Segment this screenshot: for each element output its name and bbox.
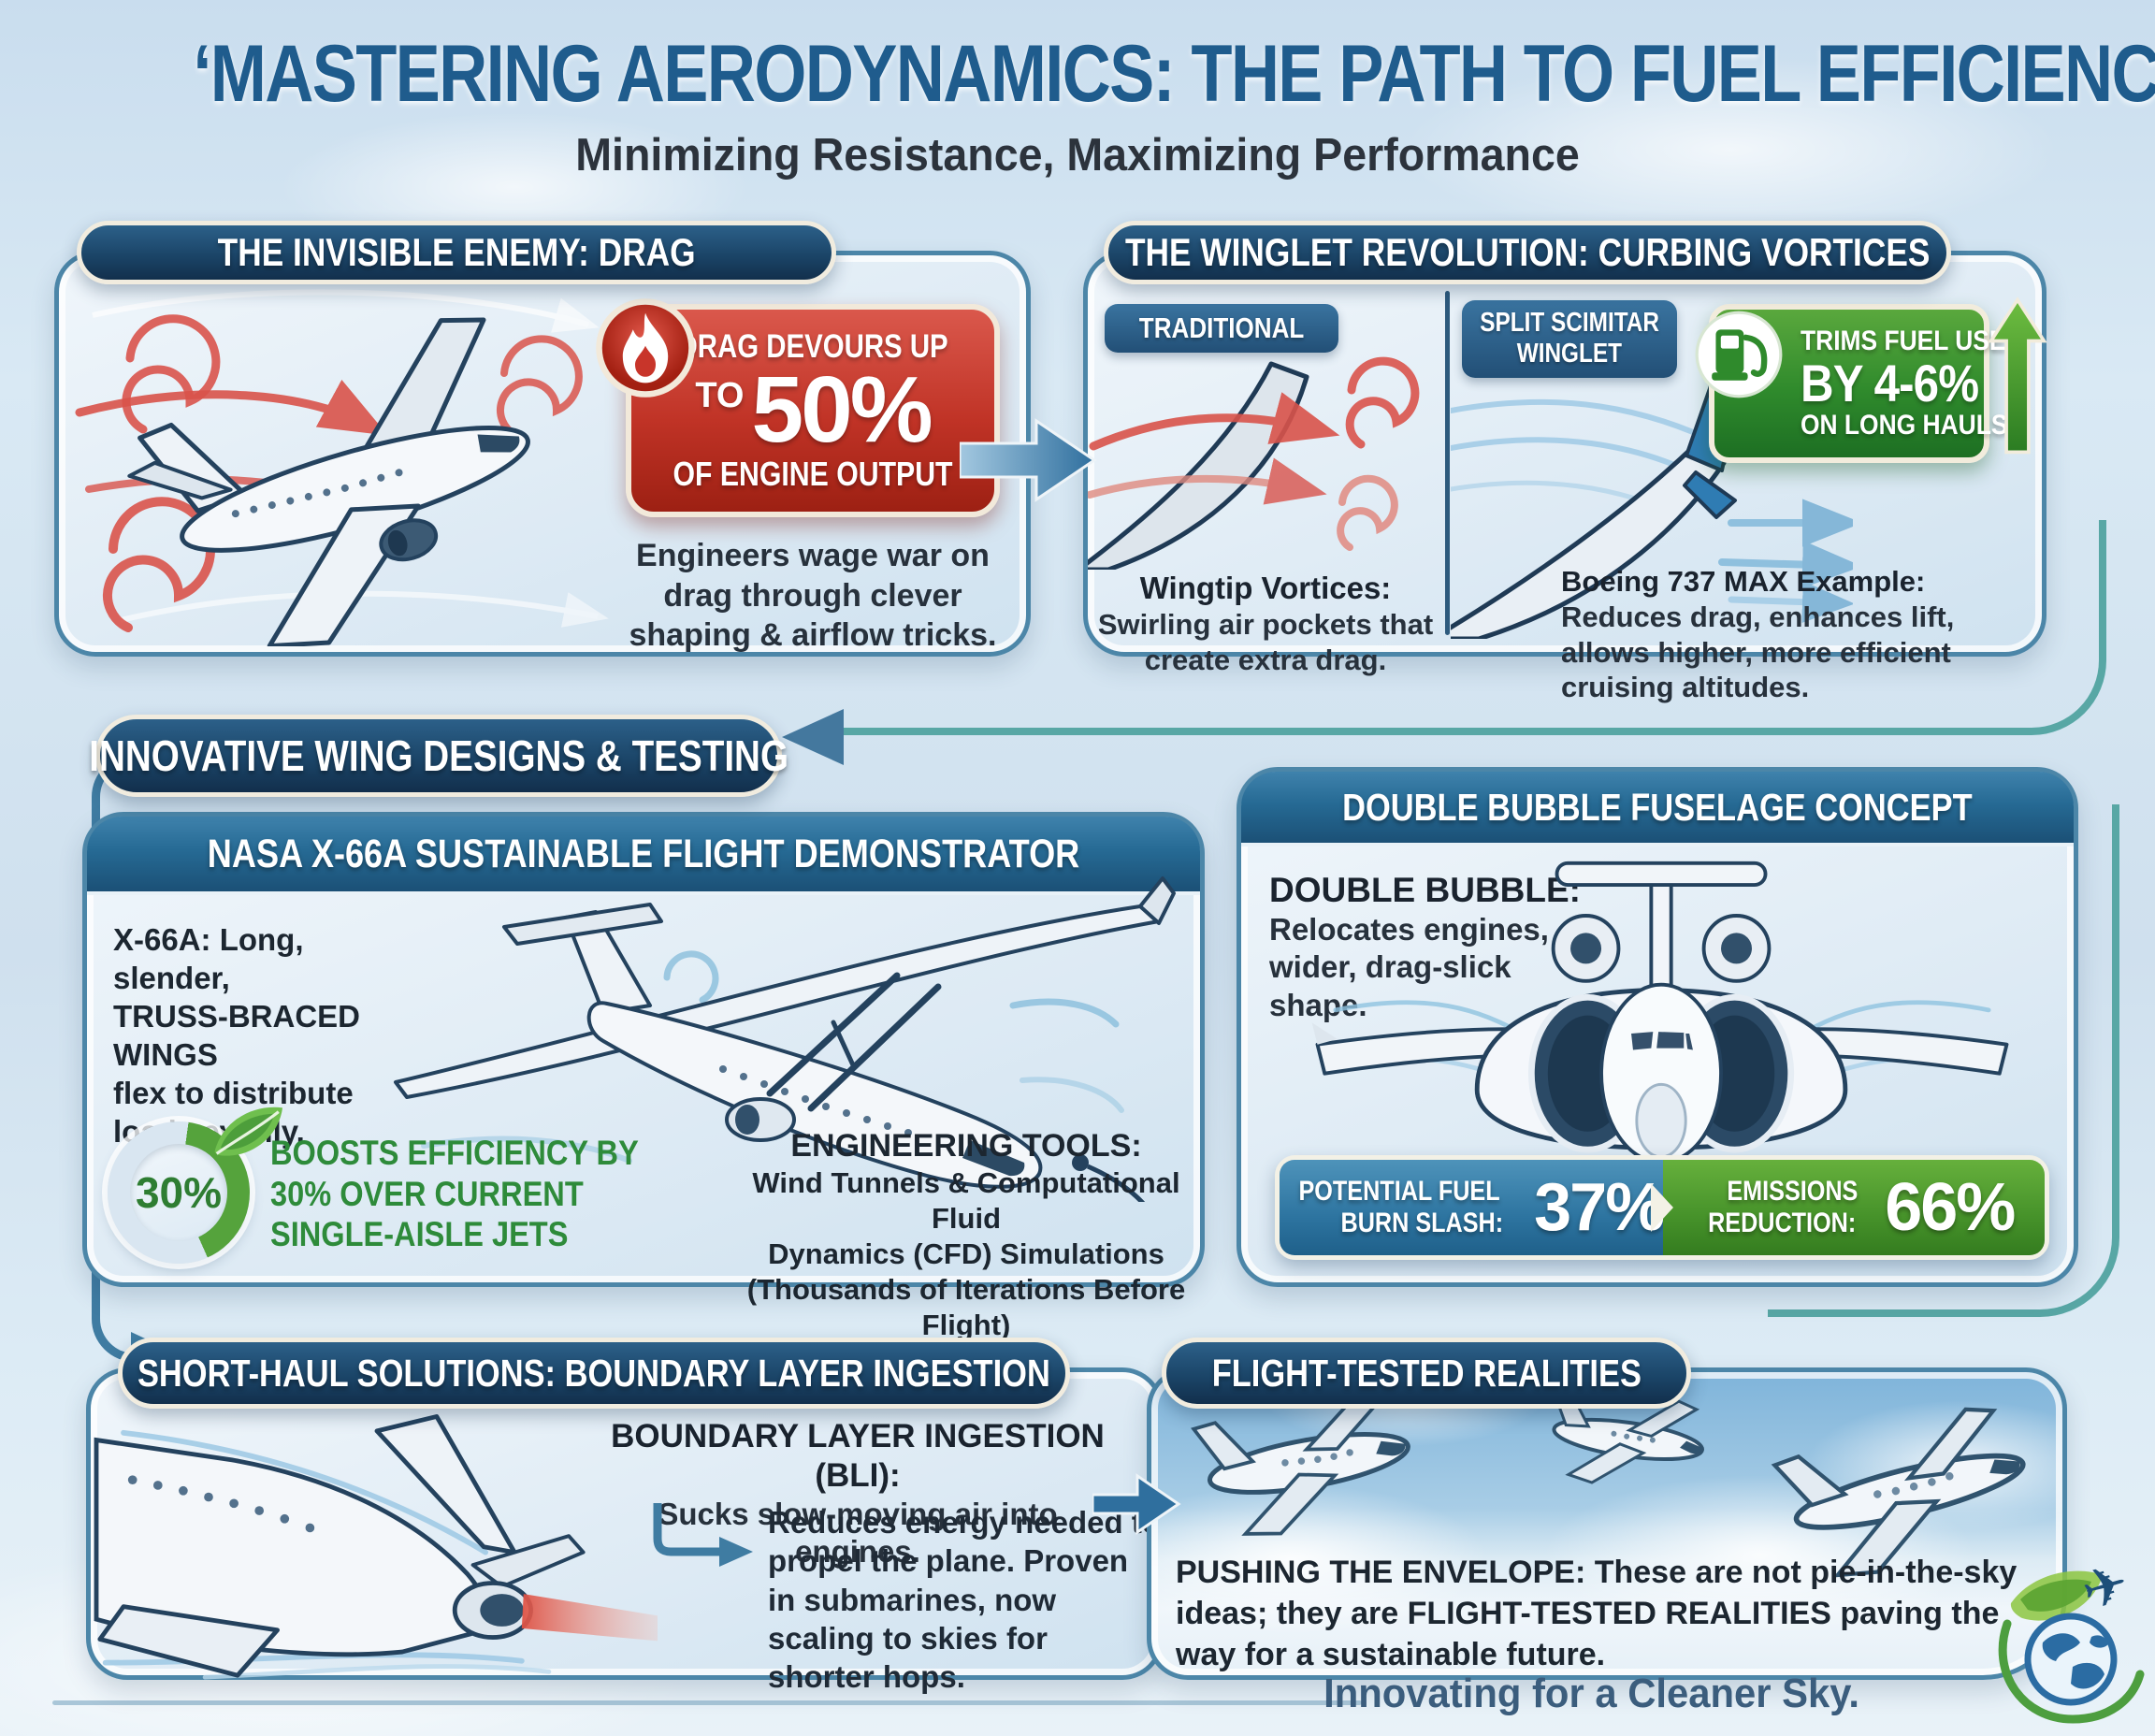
boeing-example-caption: Boeing 737 MAX Example: Reduces drag, en… (1561, 565, 1955, 704)
bubble-teal-accent (1768, 804, 2119, 1317)
bli-elbow-arrow-icon (653, 1503, 753, 1567)
flight-panel-header: FLIGHT-TESTED REALITIES (1162, 1338, 1691, 1409)
footer-divider (52, 1700, 1362, 1705)
double-bubble-plane-illustration (1311, 861, 2009, 1155)
fuel-up-arrow-icon (1988, 297, 2047, 455)
double-bubble-panel: DOUBLE BUBBLE FUSELAGE CONCEPT DOUBLE BU… (1237, 767, 2078, 1287)
page-subtitle: Minimizing Resistance, Maximizing Perfor… (575, 130, 1580, 181)
bli-detail-text: Reduces energy needed to propel the plan… (768, 1505, 1161, 1694)
flight-summary-text: PUSHING THE ENVELOPE: These are not pie-… (1176, 1555, 2018, 1673)
drag-caption: Engineers wage war on drag through cleve… (629, 538, 997, 653)
cleaner-sky-logo: ✈ (1998, 1558, 2145, 1724)
emissions-stat: EMISSIONS REDUCTION: 66% (1663, 1160, 2045, 1255)
scimitar-wingtip-illustration (1451, 373, 1853, 639)
drag-plane-illustration (75, 289, 609, 646)
flow-arrowhead-left-icon (782, 709, 844, 765)
efficiency-donut: 30% (108, 1121, 250, 1264)
flight-plane-2-illustration (1551, 1389, 1704, 1484)
badge-to: TO (695, 376, 745, 415)
emissions-value: 66% (1885, 1170, 2016, 1245)
stat-chevron-icon (1651, 1183, 1673, 1232)
winglet-divider (1445, 291, 1450, 635)
flight-panel: PUSHING THE ENVELOPE: These are not pie-… (1147, 1367, 2067, 1680)
page-title-text: ‘MASTERING AERODYNAMICS: THE PATH TO FUE… (193, 29, 2155, 119)
fuel-burn-stat: POTENTIAL FUEL BURN SLASH: 37% (1280, 1160, 1665, 1255)
traditional-wingtip-illustration (1088, 356, 1420, 570)
drag-panel: DRAG DEVOURS UP TO 50% OF ENGINE OUTPUT … (54, 251, 1031, 657)
efficiency-donut-value: 30% (135, 1168, 223, 1217)
bli-panel-header: SHORT-HAUL SOLUTIONS: BOUNDARY LAYER ING… (118, 1338, 1070, 1409)
page-title: ‘MASTERING AERODYNAMICS: THE PATH TO FUE… (0, 28, 2155, 121)
bli-to-flight-arrow-icon (1092, 1473, 1181, 1535)
traditional-tag: TRADITIONAL (1105, 304, 1339, 353)
x66a-panel: NASA X-66A SUSTAINABLE FLIGHT DEMONSTRAT… (82, 812, 1205, 1341)
bli-heading: BOUNDARY LAYER INGESTION (BLI): Sucks sl… (611, 1418, 1105, 1569)
badge-value: 50% (751, 357, 933, 462)
winglet-panel-header: THE WINGLET REVOLUTION: CURBING VORTICES (1104, 221, 1951, 284)
bli-plane-illustration (94, 1414, 658, 1680)
svg-text:✈: ✈ (2075, 1558, 2135, 1624)
connector-winglet-to-flow (842, 520, 2106, 735)
flow-section-header: INNOVATIVE WING DESIGNS & TESTING (89, 715, 788, 797)
vortices-caption: Wingtip Vortices: Swirling air pockets t… (1097, 571, 1434, 677)
engineering-tools-text: ENGINEERING TOOLS: Wind Tunnels & Comput… (746, 1128, 1186, 1341)
leaf-icon (214, 1107, 283, 1156)
x66a-description: X-66A: Long, slender, TRUSS-BRACED WINGS… (113, 922, 360, 1149)
flow-arrow-right-icon (960, 418, 1097, 502)
x66a-plane-illustration (394, 876, 1176, 1202)
winglet-panel: TRADITIONAL Wingtip Vortices: Swirling a… (1083, 251, 2047, 703)
drag-panel-header: THE INVISIBLE ENEMY: DRAG (77, 221, 836, 284)
flame-icon (596, 298, 695, 398)
sky-cloud (1151, 1484, 1488, 1634)
double-bubble-panel-header: DOUBLE BUBBLE FUSELAGE CONCEPT (1241, 772, 2074, 846)
flight-plane-3-illustration (1771, 1407, 2026, 1578)
flight-plane-1-illustration (1191, 1391, 1410, 1536)
scimitar-tag: SPLIT SCIMITAR WINGLET (1462, 300, 1677, 378)
background-cloud (1403, 56, 2058, 243)
footer-tagline: Innovating for a Cleaner Sky. (1323, 1671, 1860, 1716)
x66a-panel-header: NASA X-66A SUSTAINABLE FLIGHT DEMONSTRAT… (87, 817, 1200, 895)
fuel-pump-icon (1695, 311, 1783, 398)
boost-efficiency-text: BOOSTS EFFICIENCY BY 30% OVER CURRENT SI… (270, 1134, 639, 1254)
bli-panel: BOUNDARY LAYER INGESTION (BLI): Sucks sl… (86, 1367, 1164, 1694)
fuel-burn-value: 37% (1534, 1170, 1665, 1245)
bubble-stat-row: POTENTIAL FUEL BURN SLASH: 37% EMISSIONS R… (1275, 1155, 2049, 1260)
double-bubble-description: DOUBLE BUBBLE: Relocates engines, wider,… (1269, 871, 1581, 1022)
